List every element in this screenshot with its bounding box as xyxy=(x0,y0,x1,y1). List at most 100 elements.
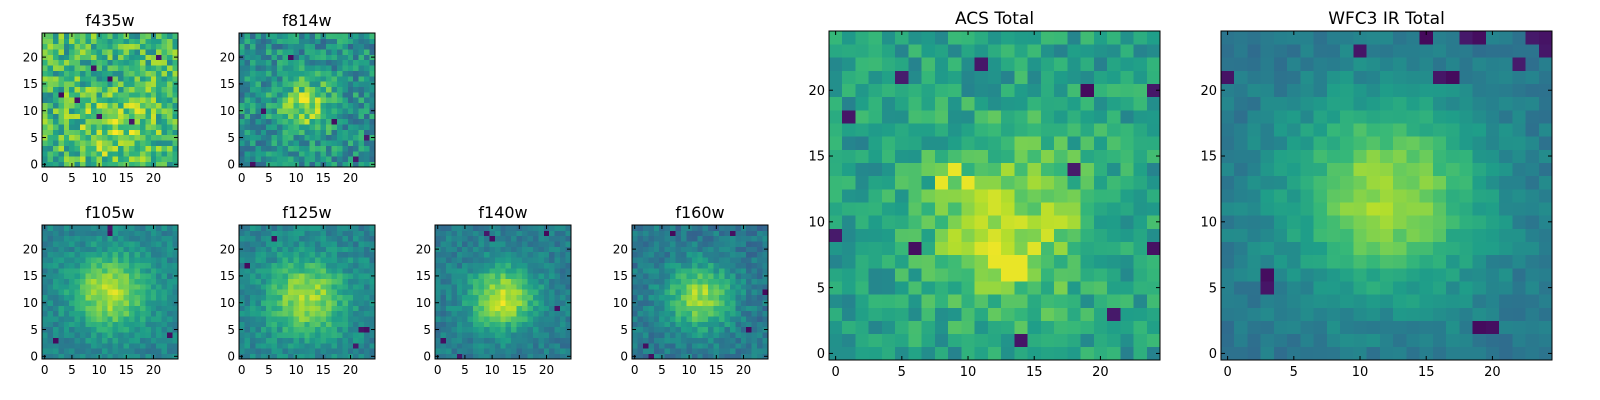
heatmap-cell xyxy=(842,294,856,308)
heatmap-cell xyxy=(1340,320,1354,335)
heatmap-cell xyxy=(315,33,321,39)
heatmap-cell xyxy=(96,305,103,312)
heatmap-cell xyxy=(462,332,469,338)
heatmap-cell xyxy=(1340,241,1354,256)
heatmap-cell xyxy=(129,300,135,306)
heatmap-cell xyxy=(1146,57,1161,71)
heatmap-cell xyxy=(298,118,305,125)
heatmap-cell xyxy=(697,278,704,285)
heatmap-cell xyxy=(1054,254,1068,269)
heatmap-cell xyxy=(1146,175,1161,190)
heatmap-cell xyxy=(1054,31,1068,45)
heatmap-cell xyxy=(74,113,81,120)
heatmap-cell xyxy=(511,337,517,344)
heatmap-cell xyxy=(565,235,572,242)
y-tick-label: 15 xyxy=(220,269,235,283)
x-tick-label: 15 xyxy=(119,171,134,185)
heatmap-cell xyxy=(842,109,856,124)
heatmap-cell xyxy=(336,118,343,125)
heatmap-cell xyxy=(342,305,349,312)
heatmap-cell xyxy=(336,316,343,322)
heatmap-cell xyxy=(729,332,736,338)
heatmap-cell xyxy=(47,129,54,136)
heatmap-cell xyxy=(1067,241,1081,256)
heatmap-cell xyxy=(277,54,283,61)
heatmap-cell xyxy=(112,321,119,328)
heatmap-cell xyxy=(309,150,316,157)
heatmap-cell xyxy=(686,251,693,258)
heatmap-cell xyxy=(908,281,923,295)
heatmap-cell xyxy=(1353,175,1368,190)
heatmap-cell xyxy=(293,337,300,344)
y-tick-label: 0 xyxy=(620,350,628,364)
heatmap-cell xyxy=(1107,241,1121,256)
heatmap-cell xyxy=(364,49,370,55)
heatmap-cell xyxy=(1273,175,1288,190)
heatmap-cell xyxy=(85,161,92,168)
heatmap-cell xyxy=(96,86,103,93)
heatmap-cell xyxy=(445,321,452,328)
heatmap-cell xyxy=(244,326,251,333)
heatmap-cell xyxy=(47,134,54,141)
heatmap-cell xyxy=(52,273,59,279)
heatmap-cell xyxy=(304,102,311,109)
heatmap-cell xyxy=(123,321,130,328)
heatmap-cell xyxy=(670,326,676,333)
heatmap-cell xyxy=(42,145,48,152)
heatmap-cell xyxy=(659,273,666,279)
heatmap-cell xyxy=(304,337,311,344)
heatmap-cell xyxy=(309,241,316,247)
heatmap-cell xyxy=(729,283,736,290)
heatmap-cell xyxy=(648,262,655,269)
heatmap-cell xyxy=(282,140,289,146)
heatmap-cell xyxy=(746,230,753,237)
heatmap-cell xyxy=(659,294,666,301)
panel-title: f105w xyxy=(85,203,134,222)
heatmap-cell xyxy=(287,43,294,50)
heatmap-cell xyxy=(90,262,97,269)
heatmap-cell xyxy=(90,337,97,344)
heatmap-cell xyxy=(1133,70,1148,85)
heatmap-cell xyxy=(440,289,447,296)
heatmap-cell xyxy=(161,156,168,163)
heatmap-cell xyxy=(664,283,671,290)
heatmap-cell xyxy=(440,251,447,258)
heatmap-cell xyxy=(1273,202,1288,216)
heatmap-cell xyxy=(42,230,48,237)
heatmap-cell xyxy=(1300,254,1315,269)
heatmap-cell xyxy=(342,81,349,87)
heatmap-cell xyxy=(156,113,163,120)
heatmap-cell xyxy=(1027,136,1042,150)
heatmap-cell xyxy=(123,251,130,258)
heatmap-cell xyxy=(260,134,267,141)
heatmap-cell xyxy=(364,289,370,296)
heatmap-cell xyxy=(1260,188,1275,203)
heatmap-cell xyxy=(358,316,365,322)
heatmap-cell xyxy=(271,145,278,152)
y-tick-label: 20 xyxy=(808,84,825,99)
heatmap-cell xyxy=(473,316,479,322)
heatmap-cell xyxy=(353,129,360,136)
heatmap-cell xyxy=(309,310,316,317)
heatmap-cell xyxy=(697,332,704,338)
heatmap-cell xyxy=(483,332,490,338)
heatmap-cell xyxy=(96,289,103,296)
heatmap-cell xyxy=(1234,320,1248,335)
heatmap-cell xyxy=(451,310,458,317)
heatmap-cell xyxy=(129,124,135,130)
heatmap-cell xyxy=(298,251,305,258)
heatmap-cell xyxy=(260,267,267,274)
x-tick-label: 15 xyxy=(512,363,527,377)
heatmap-cell xyxy=(331,230,338,237)
heatmap-cell xyxy=(145,267,152,274)
heatmap-cell xyxy=(331,54,338,61)
heatmap-cell xyxy=(161,262,168,269)
heatmap-cell xyxy=(342,332,349,338)
heatmap-cell xyxy=(58,102,65,109)
heatmap-cell xyxy=(664,353,671,360)
plot-frame xyxy=(434,224,572,360)
heatmap-cell xyxy=(642,230,649,237)
heatmap-cell xyxy=(881,215,896,229)
heatmap-cell xyxy=(724,316,731,322)
panel-title: f140w xyxy=(478,203,527,222)
